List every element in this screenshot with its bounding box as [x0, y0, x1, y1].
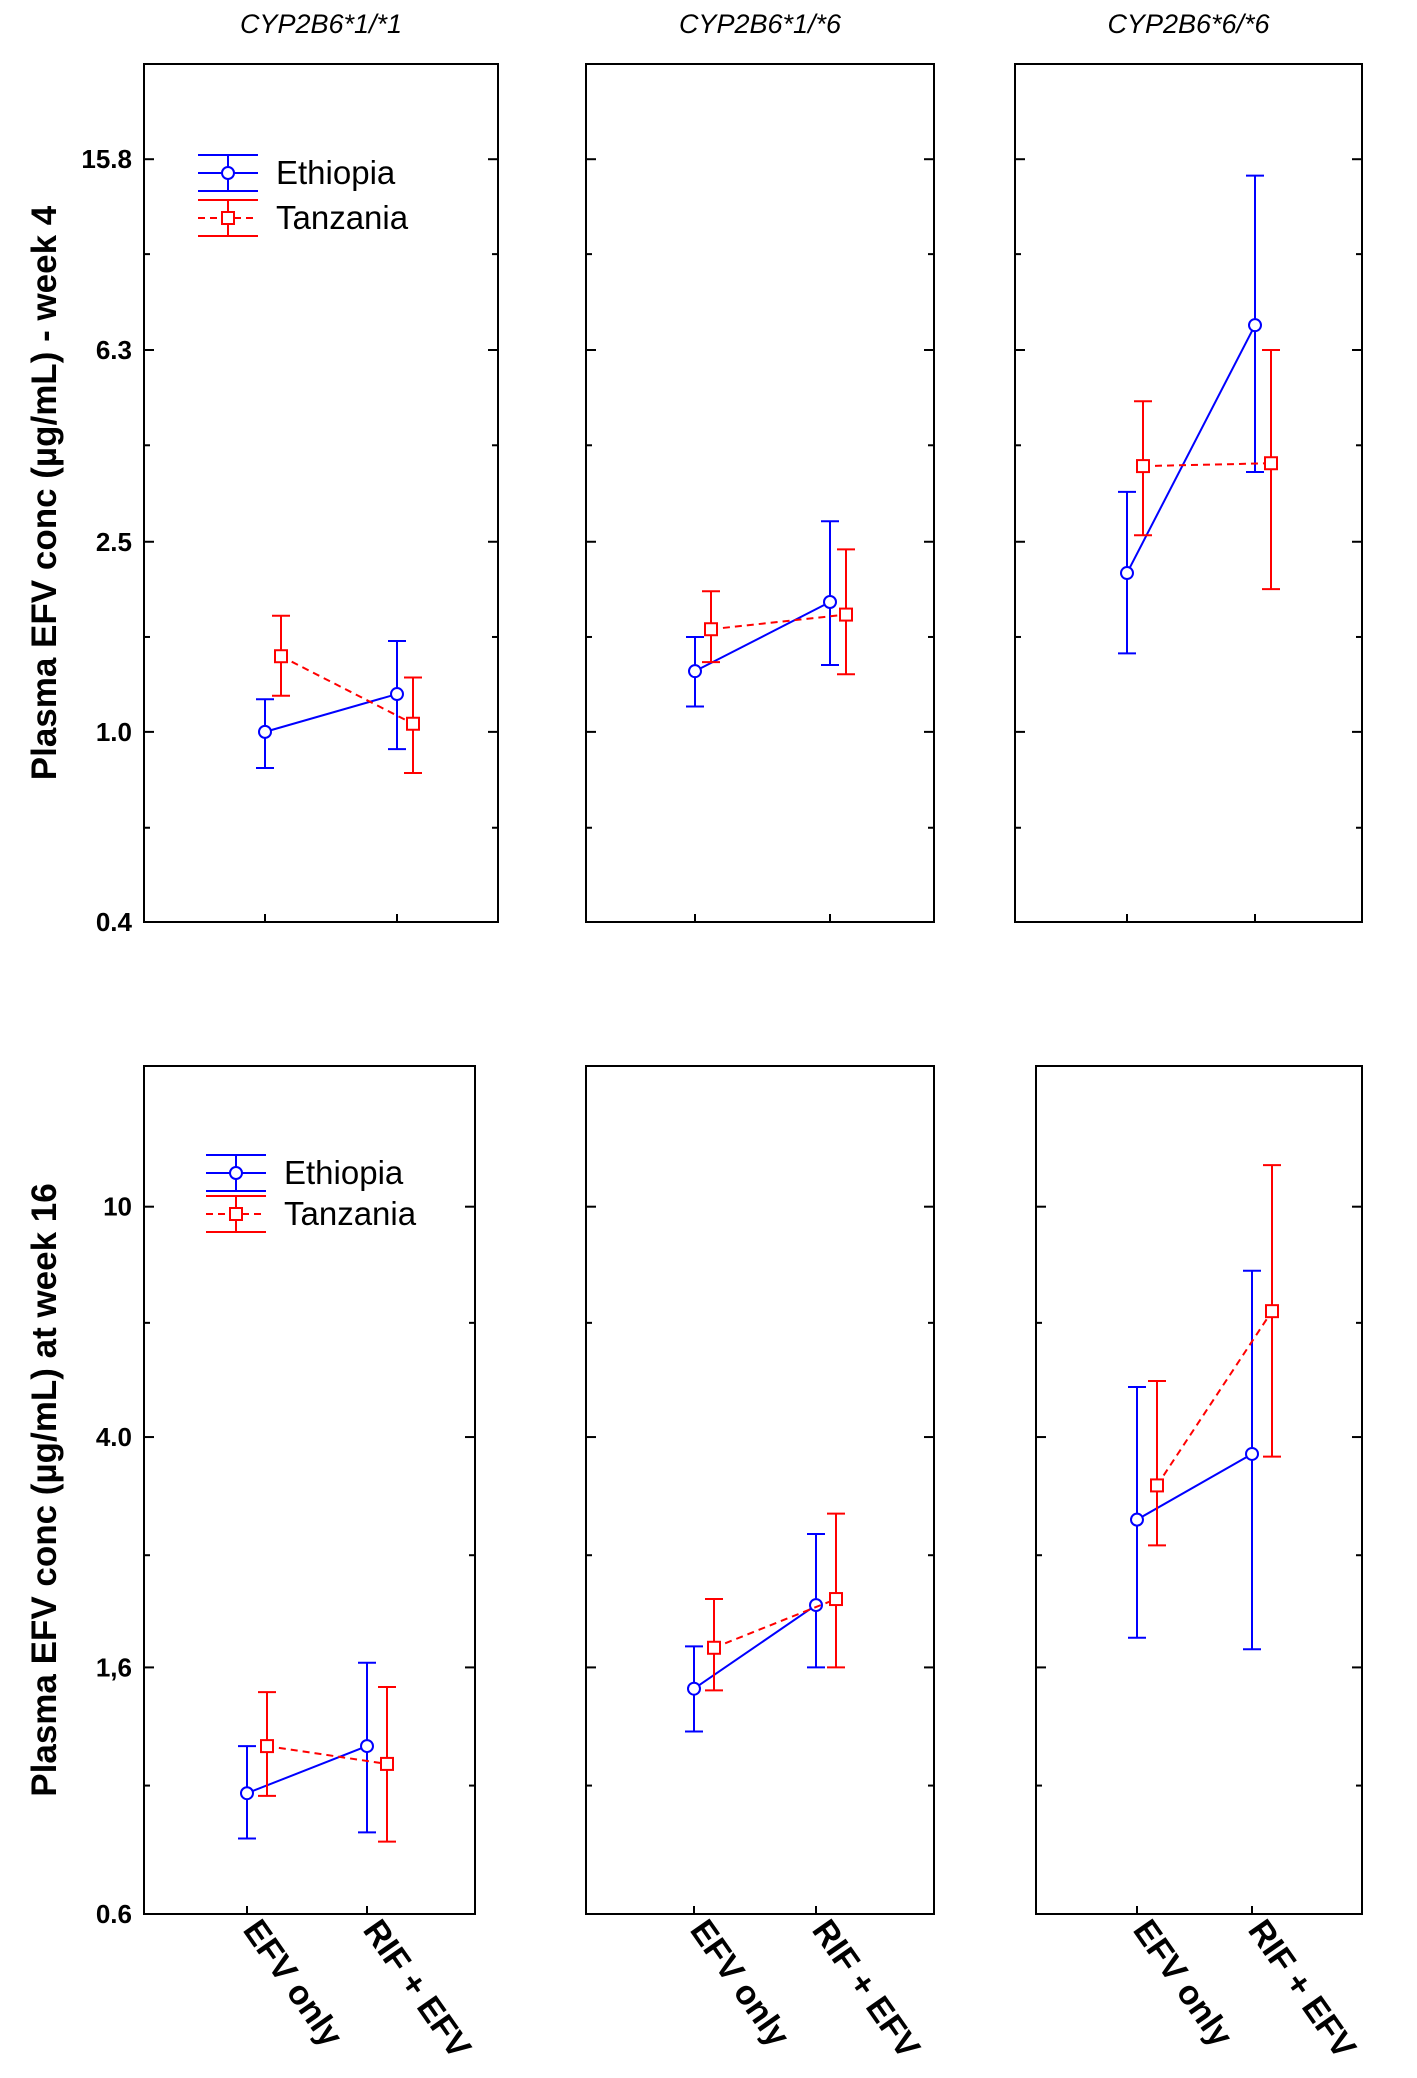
series-tanzania	[705, 1512, 845, 1692]
data-point	[809, 1598, 823, 1613]
y-tick-label: 10	[103, 1192, 132, 1222]
series-tanzania	[272, 614, 422, 775]
legend-marker	[229, 1166, 243, 1180]
y-tick-label: 4.0	[96, 1422, 132, 1452]
series-ethiopia	[256, 639, 406, 770]
panel-title: CYP2B6*1/*1	[240, 9, 402, 39]
series-line	[266, 1745, 388, 1765]
panel-frame	[585, 63, 935, 923]
data-point	[823, 595, 837, 610]
series-ethiopia	[238, 1661, 376, 1840]
data-point	[1120, 566, 1134, 581]
series-tanzania	[702, 548, 855, 676]
y-axis-label: Plasma EFV conc (µg/mL) - week 4	[25, 205, 64, 780]
x-category-label: RIF + EFV	[1240, 1913, 1363, 2066]
legend-label: Ethiopia	[276, 154, 396, 191]
panel-frame	[1014, 63, 1363, 923]
panel-frame	[143, 63, 499, 923]
panel-frame	[1035, 1065, 1363, 1915]
y-tick-label: 6.3	[96, 335, 132, 365]
panel-title: CYP2B6*6/*6	[1107, 9, 1270, 39]
data-point	[1136, 459, 1150, 474]
panel-week16-2	[585, 1065, 935, 1915]
data-point	[707, 1640, 721, 1655]
data-point	[1264, 456, 1278, 471]
series-tanzania	[1134, 348, 1280, 591]
panel-week4-3: CYP2B6*6/*6	[1014, 9, 1363, 923]
legend-marker	[229, 1207, 243, 1221]
series-line	[280, 655, 414, 725]
panel-title: CYP2B6*1/*6	[679, 9, 842, 39]
x-category-label: RIF + EFV	[355, 1913, 478, 2066]
data-point	[406, 716, 420, 731]
y-tick-label: 1.0	[96, 717, 132, 747]
data-point	[1150, 1478, 1164, 1493]
panel-week4-2: CYP2B6*1/*6	[585, 9, 935, 923]
series-tanzania	[258, 1686, 396, 1843]
x-category-label: EFV only	[1125, 1913, 1240, 2054]
legend-label: Tanzania	[276, 199, 409, 236]
panel-week4-1: 0.4 1.0 2.5 6.3 15.8 CYP2B6*1/*1	[81, 9, 499, 937]
series-ethiopia	[686, 520, 839, 708]
data-point	[240, 1786, 254, 1801]
legend-week16: Ethiopia Tanzania	[206, 1154, 417, 1233]
data-point	[258, 724, 272, 739]
data-point	[274, 649, 288, 664]
data-point	[390, 687, 404, 702]
data-point	[380, 1756, 394, 1771]
series-line	[710, 613, 847, 631]
data-point	[687, 1681, 701, 1696]
series-line	[264, 693, 398, 733]
panel-week16-1: 0.6 1,6 4.0 10	[96, 1065, 476, 1929]
legend-week4: Ethiopia Tanzania	[198, 154, 409, 237]
panel-frame	[585, 1065, 935, 1915]
y-tick-label: 2.5	[96, 527, 132, 557]
x-category-label: EFV only	[682, 1913, 797, 2054]
series-line	[694, 601, 831, 673]
y-axis-label: Plasma EFV conc (µg/mL) at week 16	[25, 1183, 64, 1796]
data-point	[829, 1592, 843, 1607]
data-point	[1265, 1304, 1279, 1319]
data-point	[688, 664, 702, 679]
series-tanzania	[1148, 1164, 1281, 1547]
panel-week16-3	[1035, 1065, 1363, 1915]
panel-frame	[143, 1065, 476, 1915]
data-point	[1248, 318, 1262, 333]
legend-label: Ethiopia	[284, 1154, 404, 1191]
series-line	[1156, 1310, 1273, 1486]
series-line	[1142, 462, 1272, 468]
y-tick-label: 0.4	[96, 907, 133, 937]
x-category-label: RIF + EFV	[804, 1913, 927, 2066]
data-point	[839, 607, 853, 622]
data-point	[704, 622, 718, 637]
legend-marker	[221, 166, 235, 180]
x-category-label: EFV only	[235, 1913, 350, 2054]
y-tick-label: 15.8	[81, 144, 132, 174]
legend-label: Tanzania	[284, 1195, 417, 1232]
series-ethiopia	[685, 1533, 825, 1733]
data-point	[260, 1739, 274, 1754]
data-point	[1245, 1446, 1259, 1461]
series-ethiopia	[1118, 174, 1264, 655]
data-point	[1130, 1512, 1144, 1527]
data-point	[360, 1739, 374, 1754]
y-tick-label: 0.6	[96, 1899, 132, 1929]
y-tick-label: 1,6	[96, 1652, 132, 1682]
series-line	[713, 1598, 837, 1649]
legend-marker	[221, 211, 235, 225]
series-line	[1126, 324, 1256, 574]
